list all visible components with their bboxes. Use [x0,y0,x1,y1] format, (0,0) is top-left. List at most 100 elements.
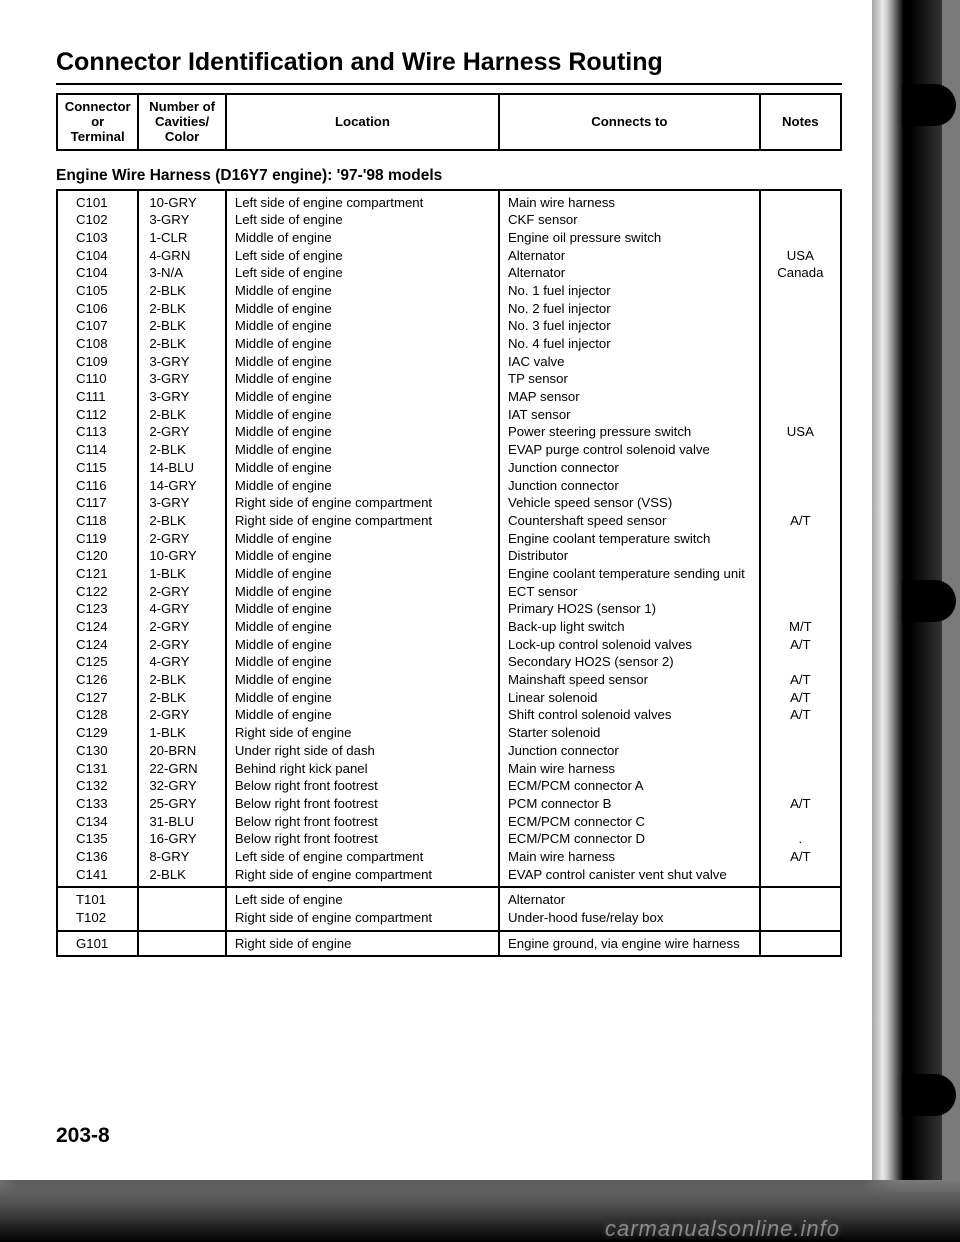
connects-to: Main wire harness [499,760,760,778]
cavities-color: 22-GRN [138,760,226,778]
table-row: C1182-BLKRight side of engine compartmen… [57,512,841,530]
connects-to: Shift control solenoid valves [499,706,760,724]
location: Middle of engine [226,370,499,388]
connector-id: C101 [57,190,138,212]
connector-id: C122 [57,583,138,601]
manual-page: Connector Identification and Wire Harnes… [0,0,872,1180]
location: Middle of engine [226,441,499,459]
connects-to: Engine ground, via engine wire harness [499,931,760,957]
cavities-color: 20-BRN [138,742,226,760]
location: Middle of engine [226,618,499,636]
notes [760,477,841,495]
notes [760,742,841,760]
table-row: C13516-GRYBelow right front footrestECM/… [57,830,841,848]
notes [760,653,841,671]
connects-to: Distributor [499,547,760,565]
notes: . [760,830,841,848]
page-title: Connector Identification and Wire Harnes… [56,48,842,85]
cavities-color: 16-GRY [138,830,226,848]
location: Left side of engine [226,887,499,909]
table-row: T101Left side of engineAlternator [57,887,841,909]
connects-to: IAT sensor [499,406,760,424]
location: Right side of engine [226,724,499,742]
connects-to: No. 4 fuel injector [499,335,760,353]
table-row: C1023-GRYLeft side of engineCKF sensor [57,211,841,229]
location: Right side of engine [226,931,499,957]
connects-to: MAP sensor [499,388,760,406]
connector-id: C112 [57,406,138,424]
cavities-color: 2-GRY [138,423,226,441]
notes [760,931,841,957]
cavities-color [138,931,226,957]
connector-id: C120 [57,547,138,565]
table-row: C1242-GRYMiddle of engineBack-up light s… [57,618,841,636]
connector-id: C132 [57,777,138,795]
table-row: C1044-GRNLeft side of engineAlternatorUS… [57,247,841,265]
connector-id: C118 [57,512,138,530]
index-tab [902,84,956,126]
location: Middle of engine [226,477,499,495]
cavities-color: 2-GRY [138,618,226,636]
connector-id: C130 [57,742,138,760]
notes [760,317,841,335]
notes [760,600,841,618]
table-row: T102Right side of engine compartmentUnde… [57,909,841,931]
table-row: C1254-GRYMiddle of engineSecondary HO2S … [57,653,841,671]
cavities-color [138,909,226,931]
connects-to: Alternator [499,264,760,282]
location: Middle of engine [226,671,499,689]
notes [760,335,841,353]
connects-to: ECM/PCM connector A [499,777,760,795]
table-row: C10110-GRYLeft side of engine compartmen… [57,190,841,212]
connector-id: C106 [57,300,138,318]
location: Middle of engine [226,653,499,671]
notes [760,353,841,371]
index-tab [902,580,956,622]
notes: USA [760,247,841,265]
table-row: C13122-GRNBehind right kick panelMain wi… [57,760,841,778]
location: Below right front footrest [226,777,499,795]
cavities-color: 4-GRY [138,653,226,671]
connects-to: Primary HO2S (sensor 1) [499,600,760,618]
notes [760,388,841,406]
cavities-color: 2-BLK [138,335,226,353]
table-row: C13232-GRYBelow right front footrestECM/… [57,777,841,795]
connector-id: C129 [57,724,138,742]
cavities-color: 2-GRY [138,706,226,724]
table-row: C1142-BLKMiddle of engineEVAP purge cont… [57,441,841,459]
connects-to: No. 3 fuel injector [499,317,760,335]
watermark: carmanualsonline.info [605,1216,840,1242]
cavities-color: 10-GRY [138,547,226,565]
connects-to: Linear solenoid [499,689,760,707]
table-row: C1093-GRYMiddle of engineIAC valve [57,353,841,371]
page-number: 203-8 [56,1124,110,1148]
location: Middle of engine [226,282,499,300]
connects-to: EVAP purge control solenoid valve [499,441,760,459]
cavities-color: 2-BLK [138,512,226,530]
header-col-connector: Connector or Terminal [57,94,138,150]
notes [760,547,841,565]
notes [760,211,841,229]
table-row: C1132-GRYMiddle of enginePower steering … [57,423,841,441]
table-row: C1222-GRYMiddle of engineECT sensor [57,583,841,601]
cavities-color: 3-GRY [138,211,226,229]
notes: A/T [760,671,841,689]
table-row: C11514-BLUMiddle of engineJunction conne… [57,459,841,477]
cavities-color: 1-BLK [138,724,226,742]
connector-id: C117 [57,494,138,512]
connects-to: Junction connector [499,477,760,495]
connects-to: Back-up light switch [499,618,760,636]
cavities-color: 2-BLK [138,282,226,300]
table-row: C1103-GRYMiddle of engineTP sensor [57,370,841,388]
cavities-color: 2-GRY [138,530,226,548]
notes: A/T [760,636,841,654]
connects-to: ECM/PCM connector D [499,830,760,848]
location: Middle of engine [226,335,499,353]
table-row: C1052-BLKMiddle of engineNo. 1 fuel inje… [57,282,841,300]
location: Middle of engine [226,229,499,247]
cavities-color: 14-GRY [138,477,226,495]
location: Middle of engine [226,636,499,654]
location: Middle of engine [226,300,499,318]
notes [760,813,841,831]
index-tab [902,1074,956,1116]
